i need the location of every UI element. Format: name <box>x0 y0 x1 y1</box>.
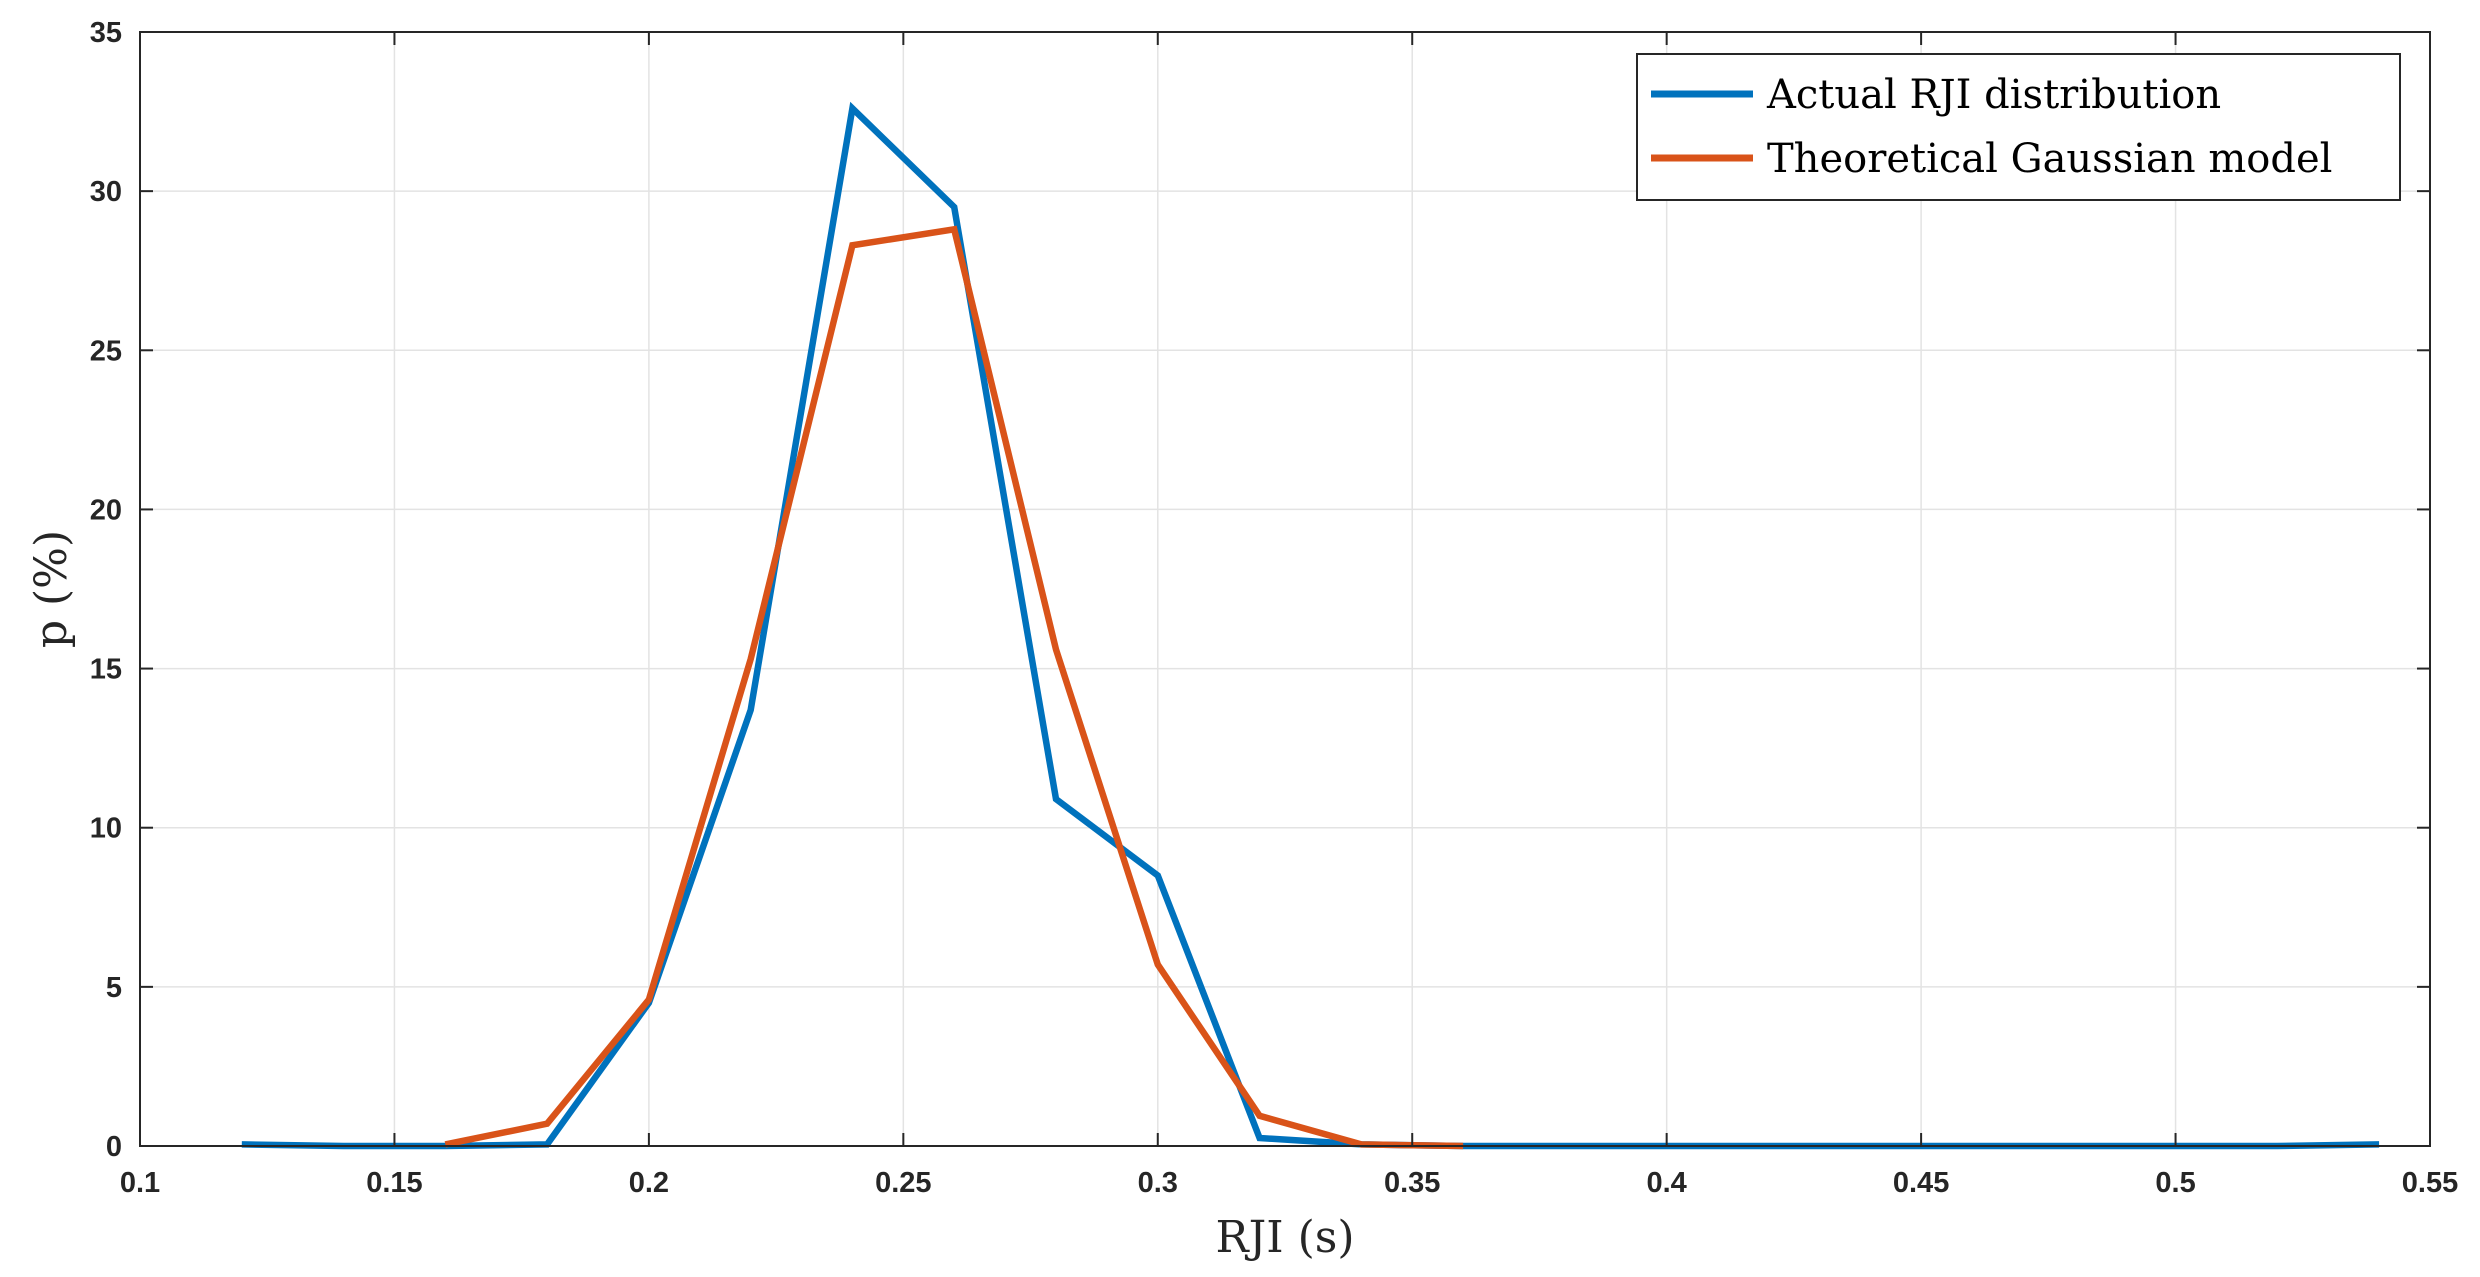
x-tick-label: 0.1 <box>120 1167 160 1199</box>
x-tick-label: 0.15 <box>366 1167 422 1199</box>
series-theoretical-gaussian-line <box>444 225 1464 1150</box>
y-tick-label: 25 <box>90 335 122 367</box>
legend: Actual RJI distribution Theoretical Gaus… <box>1636 53 2401 201</box>
y-tick-label: 20 <box>90 494 122 526</box>
x-tick-label: 0.55 <box>2402 1167 2458 1199</box>
legend-label-actual: Actual RJI distribution <box>1766 72 2221 118</box>
x-tick-label: 0.25 <box>875 1167 931 1199</box>
legend-label-theoretical: Theoretical Gaussian model <box>1767 136 2332 182</box>
x-tick-label: 0.2 <box>629 1167 669 1199</box>
legend-box <box>1636 53 2401 201</box>
tick-labels: 0.1 0.15 0.2 0.25 0.3 0.35 0.4 0.45 0.5 0.55 0 5 10 1… <box>90 17 2458 1199</box>
y-tick-label: 0 <box>106 1131 122 1163</box>
y-axis-title: p (%) <box>26 530 77 648</box>
x-tick-label: 0.35 <box>1384 1167 1440 1199</box>
y-tick-label: 35 <box>90 17 122 49</box>
y-tick-label: 30 <box>90 176 122 208</box>
x-tick-label: 0.4 <box>1647 1167 1687 1199</box>
axes-box <box>139 31 2431 1147</box>
x-tick-label: 0.3 <box>1138 1167 1178 1199</box>
x-axis-title: RJI (s) <box>1215 1212 1354 1263</box>
series-actual-rji-line <box>241 101 2380 1150</box>
y-tick-label: 15 <box>90 654 122 686</box>
y-tick-label: 5 <box>106 972 122 1004</box>
axis-ticks <box>139 31 2431 1147</box>
y-tick-label: 10 <box>90 813 122 845</box>
x-tick-label: 0.45 <box>1893 1167 1949 1199</box>
plot-series <box>241 101 2380 1150</box>
x-tick-label: 0.5 <box>2155 1167 2195 1199</box>
